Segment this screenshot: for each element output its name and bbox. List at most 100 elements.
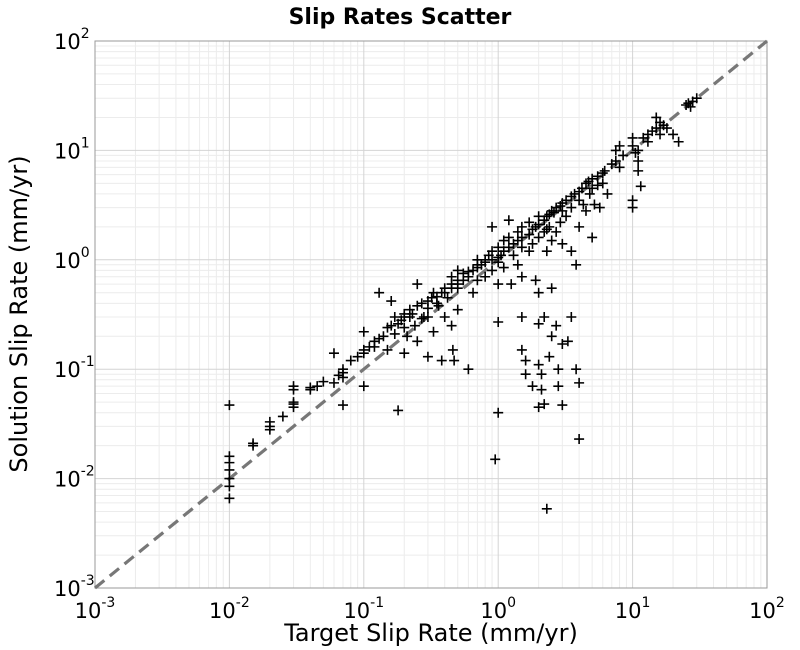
data-point bbox=[493, 407, 504, 418]
data-point bbox=[533, 318, 544, 329]
data-point bbox=[480, 271, 491, 282]
data-point bbox=[668, 129, 679, 140]
data-point bbox=[337, 400, 348, 411]
y-tick-label: 100 bbox=[54, 245, 90, 273]
data-point bbox=[428, 326, 439, 337]
data-point bbox=[337, 372, 348, 383]
data-point bbox=[439, 287, 450, 298]
data-point bbox=[589, 199, 600, 210]
data-point bbox=[539, 226, 550, 237]
data-point bbox=[442, 292, 453, 303]
data-point bbox=[524, 217, 535, 228]
data-point bbox=[498, 235, 509, 246]
data-point bbox=[378, 331, 389, 342]
data-point bbox=[587, 232, 598, 243]
data-point bbox=[533, 232, 544, 243]
data-point bbox=[635, 181, 646, 192]
data-point bbox=[480, 257, 491, 268]
grid bbox=[94, 40, 768, 589]
data-point bbox=[264, 416, 275, 427]
data-point bbox=[439, 312, 450, 323]
y-axis-label: Solution Slip Rate (mm/yr) bbox=[5, 155, 33, 472]
data-point bbox=[546, 235, 557, 246]
data-point bbox=[553, 381, 564, 392]
data-point bbox=[516, 242, 527, 253]
data-point bbox=[248, 438, 259, 449]
data-point bbox=[602, 188, 613, 199]
data-point bbox=[557, 205, 568, 216]
data-point bbox=[557, 400, 568, 411]
data-point bbox=[412, 336, 423, 347]
data-point bbox=[389, 312, 400, 323]
data-point bbox=[618, 150, 629, 161]
data-point bbox=[472, 275, 483, 286]
data-point bbox=[412, 279, 423, 290]
data-point bbox=[520, 369, 531, 380]
data-point bbox=[358, 348, 369, 359]
data-point bbox=[524, 229, 535, 240]
data-point bbox=[536, 384, 547, 395]
chart-title: Slip Rates Scatter bbox=[289, 5, 512, 30]
data-point bbox=[386, 296, 397, 307]
data-point bbox=[541, 211, 552, 222]
data-point bbox=[553, 364, 564, 375]
data-point bbox=[633, 145, 644, 156]
data-point bbox=[422, 351, 433, 362]
data-point bbox=[358, 326, 369, 337]
data-point bbox=[446, 320, 457, 331]
data-point bbox=[422, 312, 433, 323]
data-point bbox=[546, 283, 557, 294]
data-point bbox=[426, 292, 437, 303]
data-point bbox=[551, 226, 562, 237]
data-point bbox=[386, 320, 397, 331]
data-point bbox=[288, 381, 299, 392]
data-point bbox=[389, 328, 400, 339]
data-point bbox=[574, 434, 585, 445]
data-point bbox=[508, 250, 519, 261]
data-point bbox=[527, 381, 538, 392]
data-point bbox=[490, 454, 501, 465]
data-point bbox=[374, 287, 385, 298]
x-tick-label: 100 bbox=[480, 595, 516, 623]
data-point bbox=[594, 202, 605, 213]
data-point bbox=[431, 298, 442, 309]
data-point bbox=[224, 400, 235, 411]
data-point bbox=[506, 279, 517, 290]
data-point bbox=[530, 275, 541, 286]
data-point bbox=[498, 246, 509, 257]
data-point bbox=[562, 336, 573, 347]
data-point bbox=[533, 402, 544, 413]
data-point bbox=[402, 331, 413, 342]
data-point bbox=[614, 140, 625, 151]
data-point bbox=[503, 215, 514, 226]
data-point bbox=[614, 162, 625, 173]
data-point bbox=[533, 287, 544, 298]
data-point bbox=[655, 129, 666, 140]
data-point bbox=[539, 312, 550, 323]
data-point bbox=[493, 257, 504, 268]
data-point bbox=[627, 202, 638, 213]
data-point bbox=[685, 101, 696, 112]
data-point bbox=[498, 262, 509, 273]
data-point bbox=[592, 171, 603, 182]
data-point bbox=[446, 271, 457, 282]
data-point bbox=[487, 254, 498, 265]
data-point bbox=[566, 246, 577, 257]
data-point bbox=[452, 304, 463, 315]
data-point bbox=[399, 348, 410, 359]
data-point bbox=[610, 156, 621, 167]
data-point bbox=[345, 355, 356, 366]
data-point bbox=[555, 217, 566, 228]
data-point bbox=[409, 320, 420, 331]
data-point bbox=[463, 364, 474, 375]
data-point bbox=[407, 308, 418, 319]
data-point bbox=[557, 238, 568, 249]
data-point bbox=[493, 317, 504, 328]
data-point bbox=[524, 246, 535, 257]
data-point bbox=[541, 503, 552, 514]
data-point bbox=[224, 481, 235, 492]
data-point bbox=[571, 364, 582, 375]
data-points bbox=[224, 93, 702, 514]
y-tick-label: 101 bbox=[54, 135, 90, 163]
y-tick-label: 102 bbox=[54, 26, 90, 54]
